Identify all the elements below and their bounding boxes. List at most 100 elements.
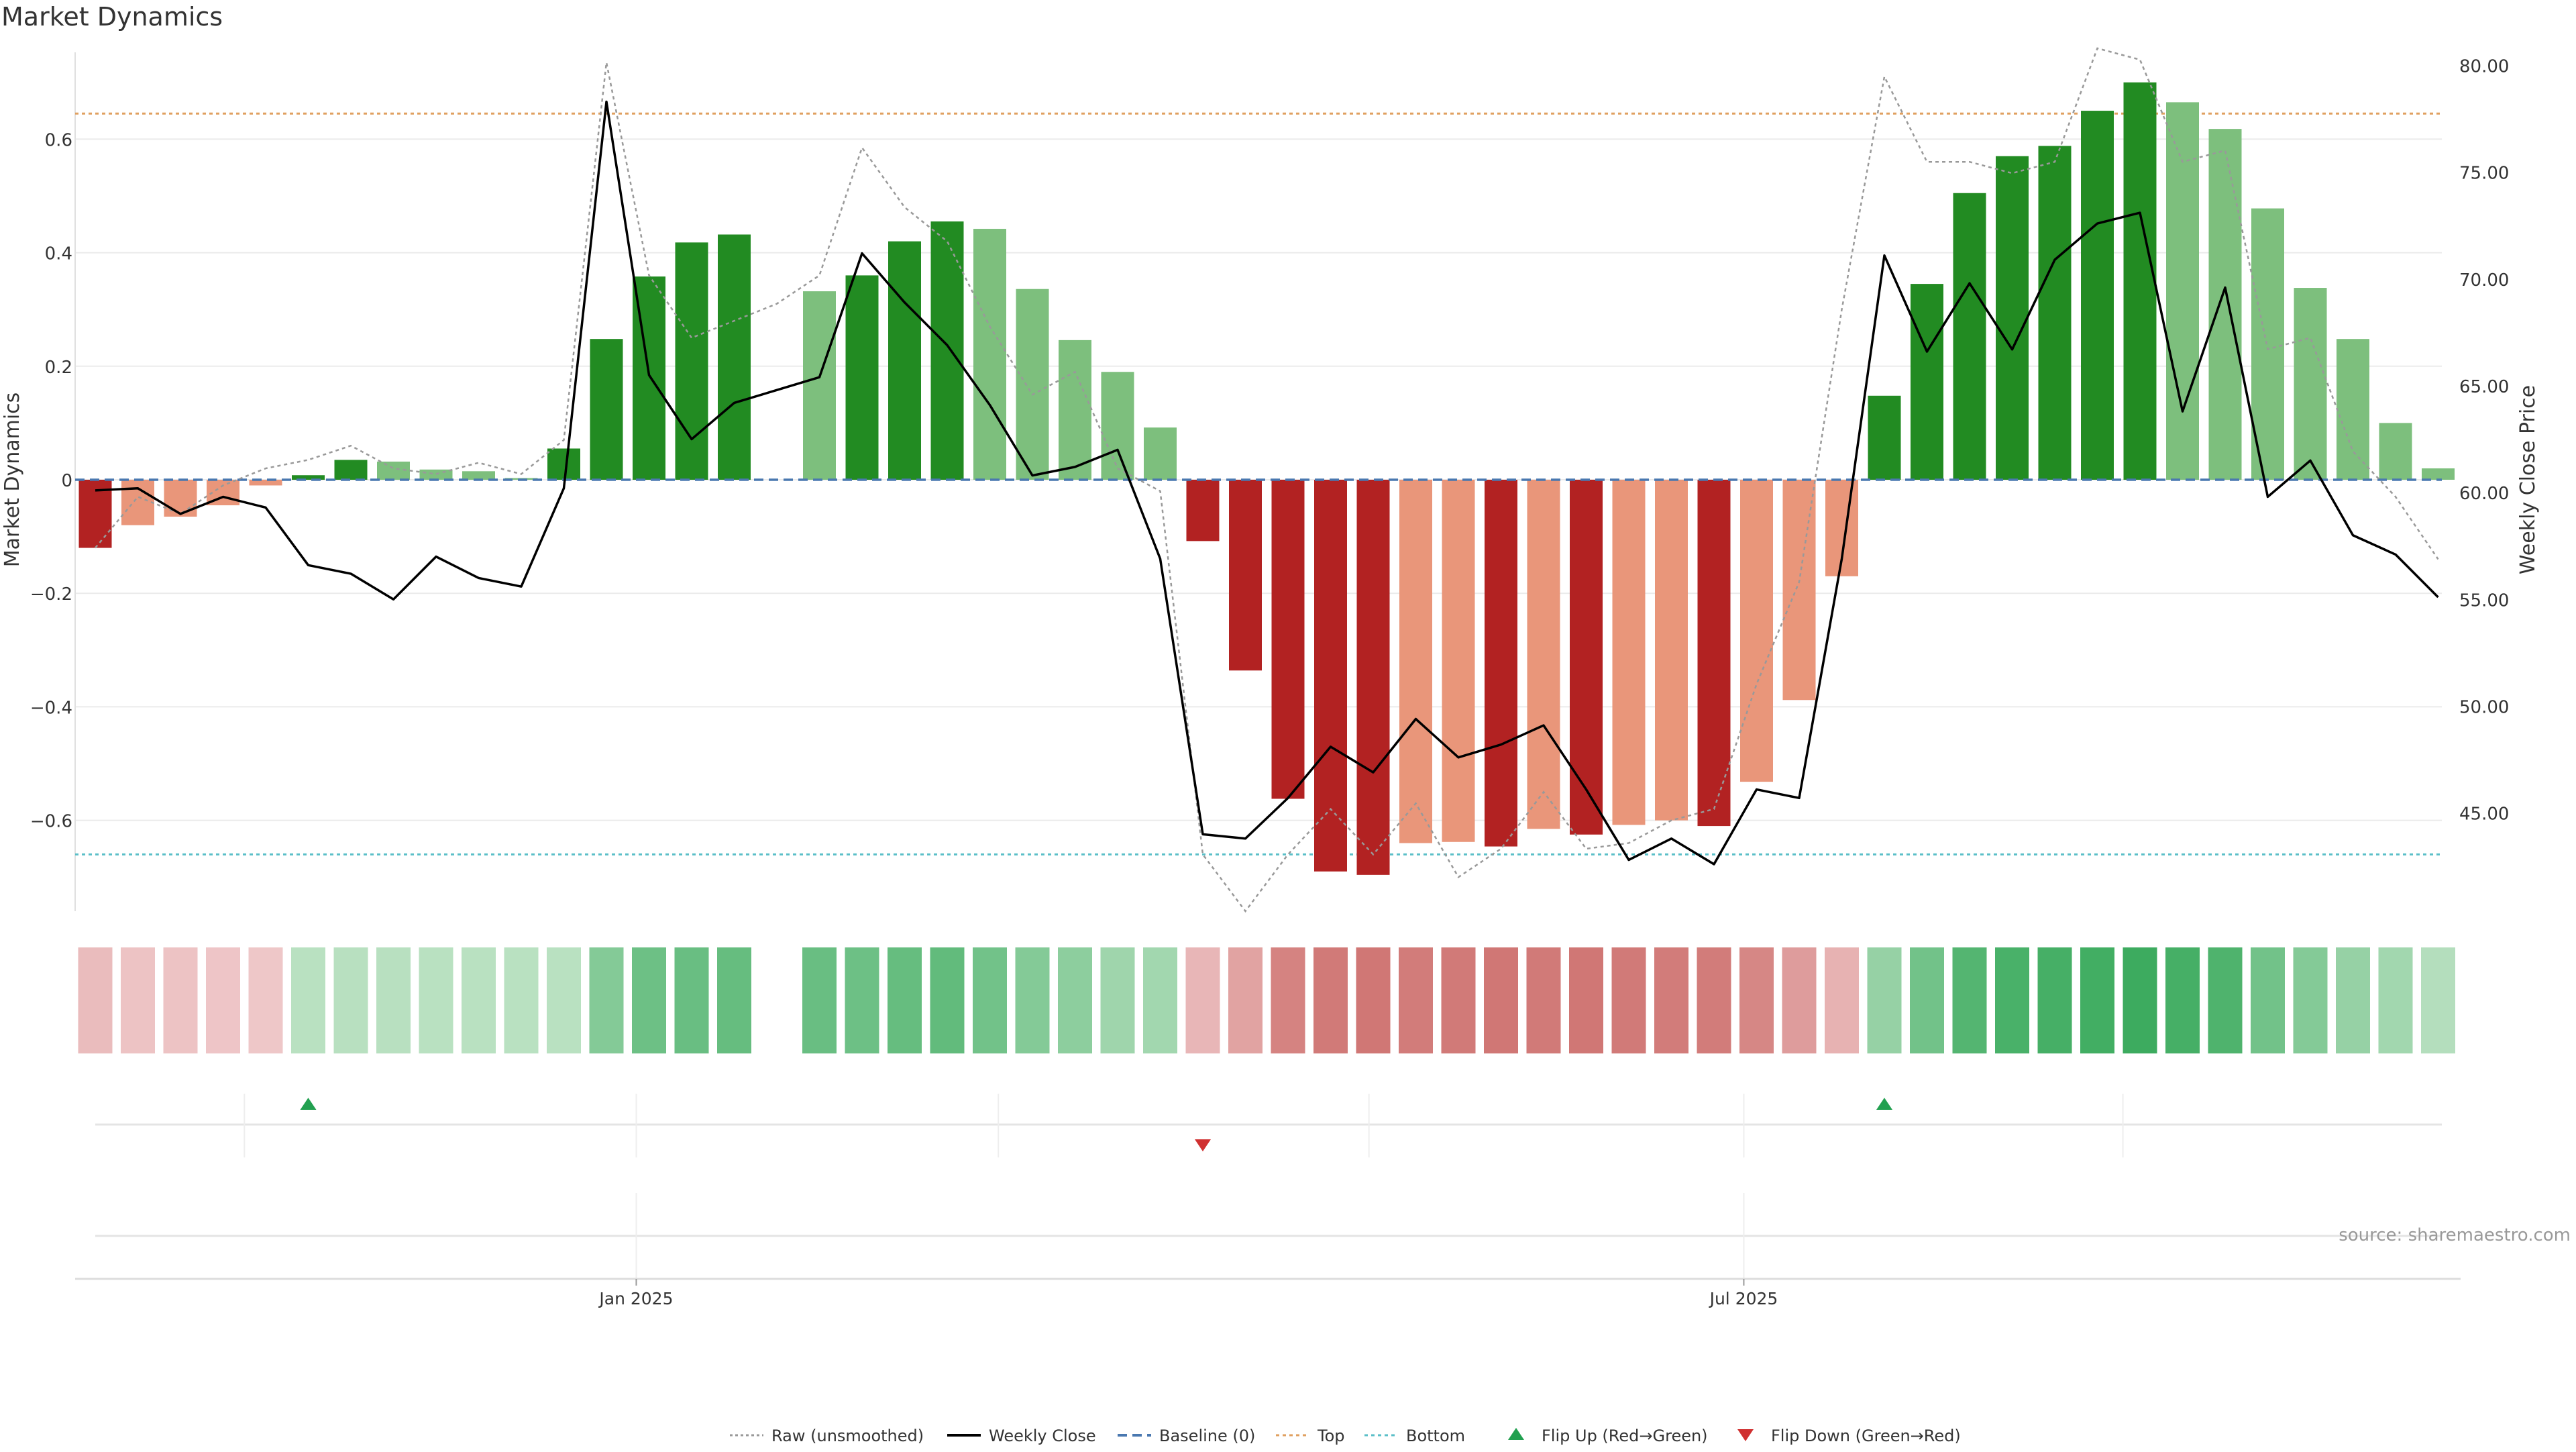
right-tick-label: 55.00 (2459, 590, 2509, 611)
dynamics-bar (718, 234, 751, 480)
dynamics-bar (1868, 395, 1901, 480)
strip-cell (1143, 947, 1177, 1053)
source-note: source: sharemaestro.com (2339, 1225, 2571, 1245)
lower-panel (95, 1193, 2442, 1279)
strip-cell (845, 947, 879, 1053)
strip-cell (717, 947, 751, 1053)
strip-cell (1100, 947, 1135, 1053)
dynamics-bar (2081, 111, 2114, 480)
legend-label: Baseline (0) (1159, 1427, 1255, 1445)
right-tick-label: 80.00 (2459, 56, 2509, 76)
strip-cell (1441, 947, 1476, 1053)
legend-swatch (1508, 1428, 1524, 1440)
dynamics-bars (78, 82, 2455, 875)
dynamics-bar (888, 241, 921, 480)
right-tick-label: 45.00 (2459, 805, 2509, 825)
strip-cell (2293, 947, 2328, 1053)
strip-cell (163, 947, 198, 1053)
strip-cell (547, 947, 581, 1053)
dynamics-bar (1953, 193, 1986, 480)
dynamics-bar (164, 480, 197, 517)
legend-item-flip_up: Flip Up (Red→Green) (1508, 1427, 1708, 1445)
strip-cell (1739, 947, 1774, 1053)
strip-cell (1697, 947, 1731, 1053)
strip-cell (1654, 947, 1688, 1053)
strip-cell (1313, 947, 1348, 1053)
dynamics-bar (1442, 480, 1475, 842)
strip-cell (1228, 947, 1263, 1053)
dynamics-bar (1697, 480, 1731, 827)
dynamics-bar (334, 460, 368, 480)
dynamics-bar (2294, 288, 2327, 480)
strip-cell (674, 947, 709, 1053)
strip-cell (291, 947, 325, 1053)
dynamics-bar (845, 275, 879, 480)
strip-cell (2165, 947, 2200, 1053)
strip-cell (589, 947, 624, 1053)
dynamics-bar (1911, 284, 1943, 480)
right-axis-label: Weekly Close Price (2516, 385, 2540, 574)
legend-label: Weekly Close (989, 1427, 1096, 1445)
dynamics-bar (803, 291, 836, 480)
dynamics-bar (2208, 129, 2242, 480)
left-tick-label: 0 (61, 471, 72, 491)
dynamics-bar (1996, 156, 2029, 480)
left-axis-label: Market Dynamics (1, 393, 24, 568)
strip-cell (78, 947, 113, 1053)
dynamics-bar (2337, 339, 2369, 480)
left-tick-label: −0.4 (30, 698, 72, 718)
strip-cell (2378, 947, 2413, 1053)
strip-cell (2208, 947, 2243, 1053)
legend-label: Bottom (1406, 1427, 1465, 1445)
left-tick-label: 0.4 (45, 244, 72, 264)
dynamics-bar (1399, 480, 1432, 843)
strip-cell (1995, 947, 2029, 1053)
strip-cell (1399, 947, 1433, 1053)
strip-cell (121, 947, 155, 1053)
strip-cell (376, 947, 411, 1053)
strip-cell (462, 947, 496, 1053)
weekly-close-line (95, 100, 2439, 866)
left-tick-label: −0.6 (30, 812, 72, 832)
strip-cell (248, 947, 283, 1053)
dynamics-bar (2251, 208, 2284, 480)
dynamics-bar (1740, 480, 1773, 782)
strip-cell (206, 947, 240, 1053)
legend-label: Flip Up (Red→Green) (1542, 1427, 1708, 1445)
strip-cell (1484, 947, 1518, 1053)
strip-cell (973, 947, 1007, 1053)
legend-label: Flip Down (Green→Red) (1771, 1427, 1961, 1445)
dynamics-bar (2123, 82, 2157, 480)
flip-events-panel (95, 1094, 2442, 1157)
strip-cell (1910, 947, 1944, 1053)
strip-cell (1952, 947, 1987, 1053)
strip-cell (2123, 947, 2157, 1053)
strip-cell (2037, 947, 2072, 1053)
flip-up-marker (300, 1098, 317, 1110)
legend-item-top: Top (1276, 1427, 1345, 1445)
dynamics-bar (1144, 427, 1177, 480)
dynamics-bar (973, 229, 1006, 480)
dynamics-bar (1612, 480, 1646, 825)
dynamics-bar (2038, 146, 2072, 480)
dynamics-bar (1356, 480, 1390, 875)
legend-item-baseline: Baseline (0) (1118, 1427, 1255, 1445)
dynamics-bar (2166, 102, 2199, 480)
strip-cell (1526, 947, 1561, 1053)
dynamics-bar (1016, 289, 1049, 480)
dynamics-bar (2422, 468, 2455, 480)
strip-cell (2080, 947, 2114, 1053)
left-tick-label: 0.2 (45, 358, 72, 378)
price-lines (75, 47, 2442, 913)
heat-strip (78, 947, 2455, 1053)
right-tick-label: 65.00 (2459, 377, 2509, 397)
dynamics-bar (78, 480, 112, 548)
strip-cell (419, 947, 453, 1053)
strip-cell (1825, 947, 1859, 1053)
dynamics-bar (1229, 480, 1262, 671)
legend-label: Raw (unsmoothed) (771, 1427, 924, 1445)
strip-cell (1185, 947, 1220, 1053)
dynamics-bar (2379, 423, 2412, 480)
strip-cell (1271, 947, 1305, 1053)
